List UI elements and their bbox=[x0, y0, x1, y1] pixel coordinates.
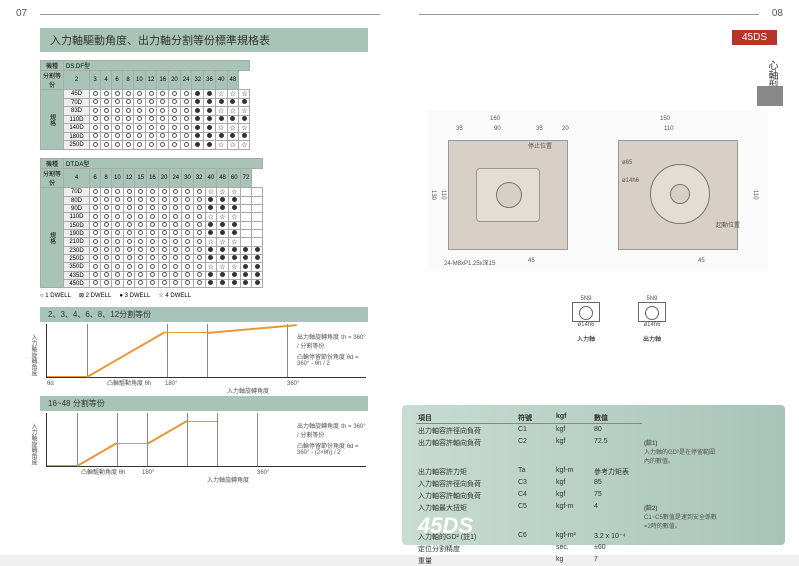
model-large: 45DS bbox=[418, 513, 473, 539]
page-left: 07 入力軸驅動角度、出力軸分割等份標準規格表 機種DS.DF型 分割等份234… bbox=[0, 0, 388, 555]
shaft-diagrams: 5N9 ø14h6 入力軸 5N9 ø14h6 出力軸 bbox=[568, 296, 670, 343]
page-number-right: 08 bbox=[772, 8, 783, 19]
main-title: 入力軸驅動角度、出力軸分割等份標準規格表 bbox=[40, 28, 368, 52]
page-right: 08 45DS 心軸型 160 90 35 35 20 130 110 24-M… bbox=[388, 0, 799, 555]
spec-table-1: 機種DS.DF型 分割等份23468101216202432364048 規格4… bbox=[40, 60, 250, 150]
chart-1: 凸輪驅動角度 θh θd 180° 360° 入力軸旋轉角度 入力軸旋轉角度 出… bbox=[46, 324, 366, 378]
page-number-left: 07 bbox=[16, 8, 27, 19]
product-thumb-icon bbox=[757, 86, 783, 106]
model-badge: 45DS bbox=[732, 30, 777, 45]
dwell-legend: ○ 1 DWELL⊠ 2 DWELL● 3 DWELL☆ 4 DWELL bbox=[40, 292, 348, 299]
chart1-title: 2、3、4、6、8、12分割等份 bbox=[40, 307, 368, 322]
spec-table-2: 機種DT.DA型 分割等份468101215162024303240486072… bbox=[40, 158, 263, 288]
chart2-title: 16~48 分割等份 bbox=[40, 396, 368, 411]
spec-panel: 項目 符號 kgf 數值 出力軸容許徑向負荷C1kgf80出力軸容許軸向負荷C2… bbox=[402, 405, 785, 545]
chart-2: 凸輪驅動角度 θh 180° 360° 入力軸旋轉角度 入力軸旋轉角度 出力軸旋… bbox=[46, 413, 366, 467]
technical-drawing: 160 90 35 35 20 130 110 24-M8xP1.25x深15 … bbox=[428, 110, 768, 270]
